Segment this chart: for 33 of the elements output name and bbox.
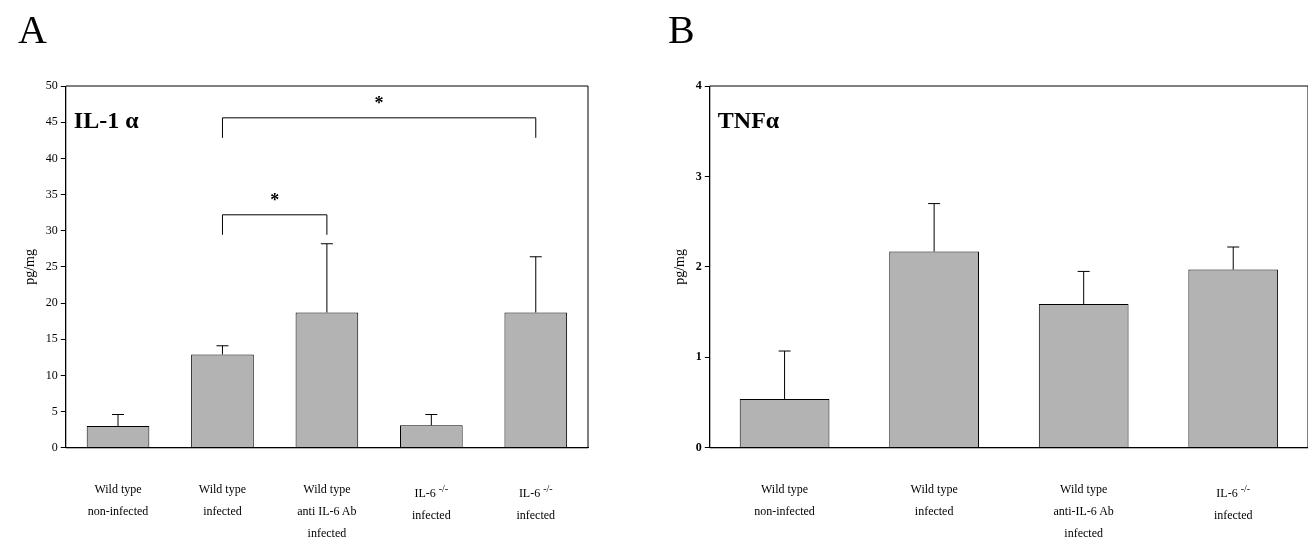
y-tick-label: 45 [45,114,58,129]
y-tick-label: 4 [695,78,702,93]
annotation: IL-1 α [73,107,140,134]
x-tick-label: Wild type infected [909,481,959,520]
y-tick-label: 0 [51,439,58,454]
x-tick-label: Wild type anti-IL-6 Ab infected [1052,481,1115,542]
y-tick-label: 0 [695,439,702,454]
y-tick-label: 2 [695,258,702,273]
annotation: TNFα [717,107,780,134]
y-tick-label: 10 [45,367,58,382]
y-tick-label: 15 [45,331,58,346]
y-axis-title: pg/mg [672,249,688,285]
x-tick-label: Wild type non-infected [753,481,816,520]
y-tick-label: 20 [45,295,58,310]
y-tick-label: 3 [695,168,702,183]
x-tick-label: Wild type non-infected [86,481,150,520]
y-tick-label: 25 [45,259,58,274]
category-label: IL-6 $^{-/-}$ infected [516,483,556,522]
y-tick-label: 40 [45,150,58,165]
y-tick-label: 30 [45,222,58,237]
y-tick-label: 5 [51,403,58,418]
y-tick-label: 50 [45,78,58,93]
annotation: * [270,190,280,211]
y-tick-label: 35 [45,186,58,201]
chart-title: A [18,6,47,52]
category-label: IL-6 $^{-/-}$ infected [1213,483,1253,522]
x-tick-label: Wild type anti IL-6 Ab infected [296,481,358,542]
chart-title: B [668,6,695,52]
x-tick-label: Wild type infected [197,481,248,520]
y-axis-title: pg/mg [22,249,38,285]
category-label: IL-6 $^{-/-}$ infected [412,483,451,522]
annotation: * [374,93,384,114]
y-tick-label: 1 [695,349,702,364]
